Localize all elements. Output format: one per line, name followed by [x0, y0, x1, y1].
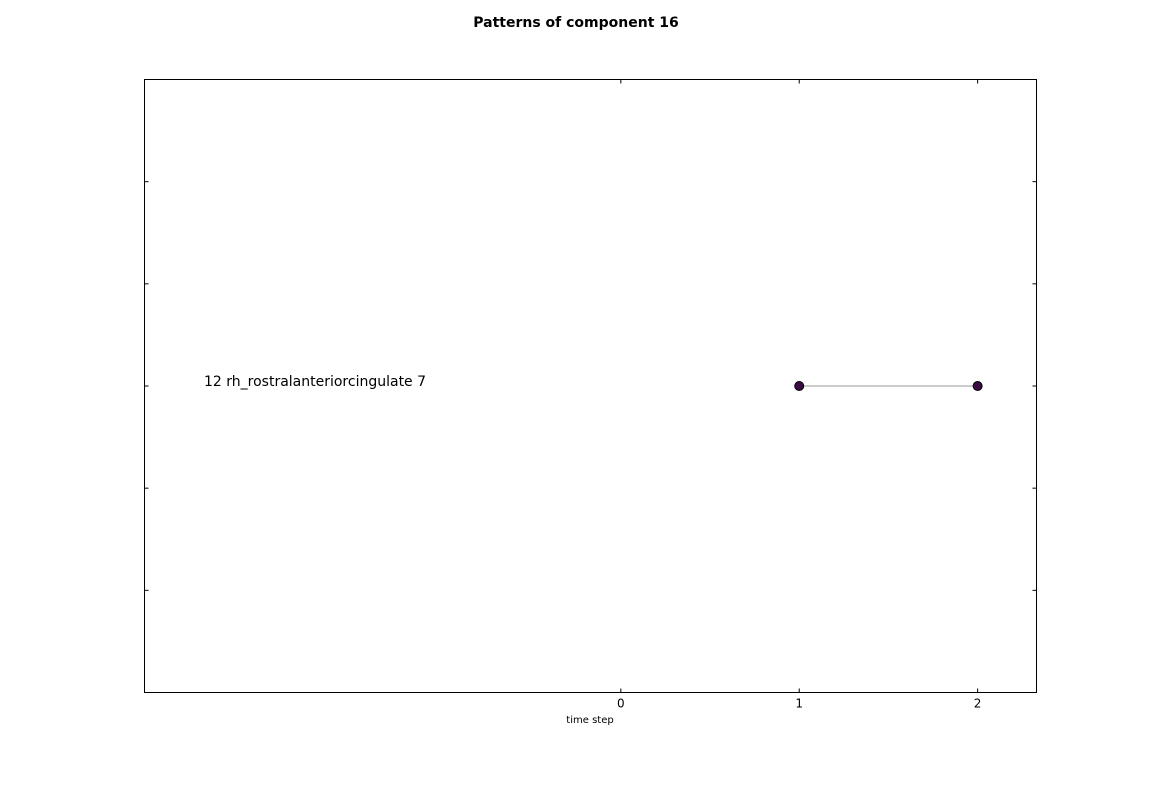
series-layer — [794, 381, 983, 391]
x-tick-label: 0 — [617, 697, 625, 711]
row-label: 12 rh_rostralanteriorcingulate 7 — [204, 374, 426, 390]
row-labels: 12 rh_rostralanteriorcingulate 7 — [204, 374, 426, 390]
x-tick-label: 2 — [974, 697, 982, 711]
chart-title: Patterns of component 16 — [473, 15, 679, 31]
data-point — [794, 381, 805, 391]
data-point — [972, 381, 983, 391]
y-axis-ticks — [144, 181, 1037, 591]
x-axis-ticks: 0 1 2 — [617, 79, 982, 711]
x-tick-label: 1 — [795, 697, 803, 711]
x-axis-label: time step — [566, 715, 613, 726]
